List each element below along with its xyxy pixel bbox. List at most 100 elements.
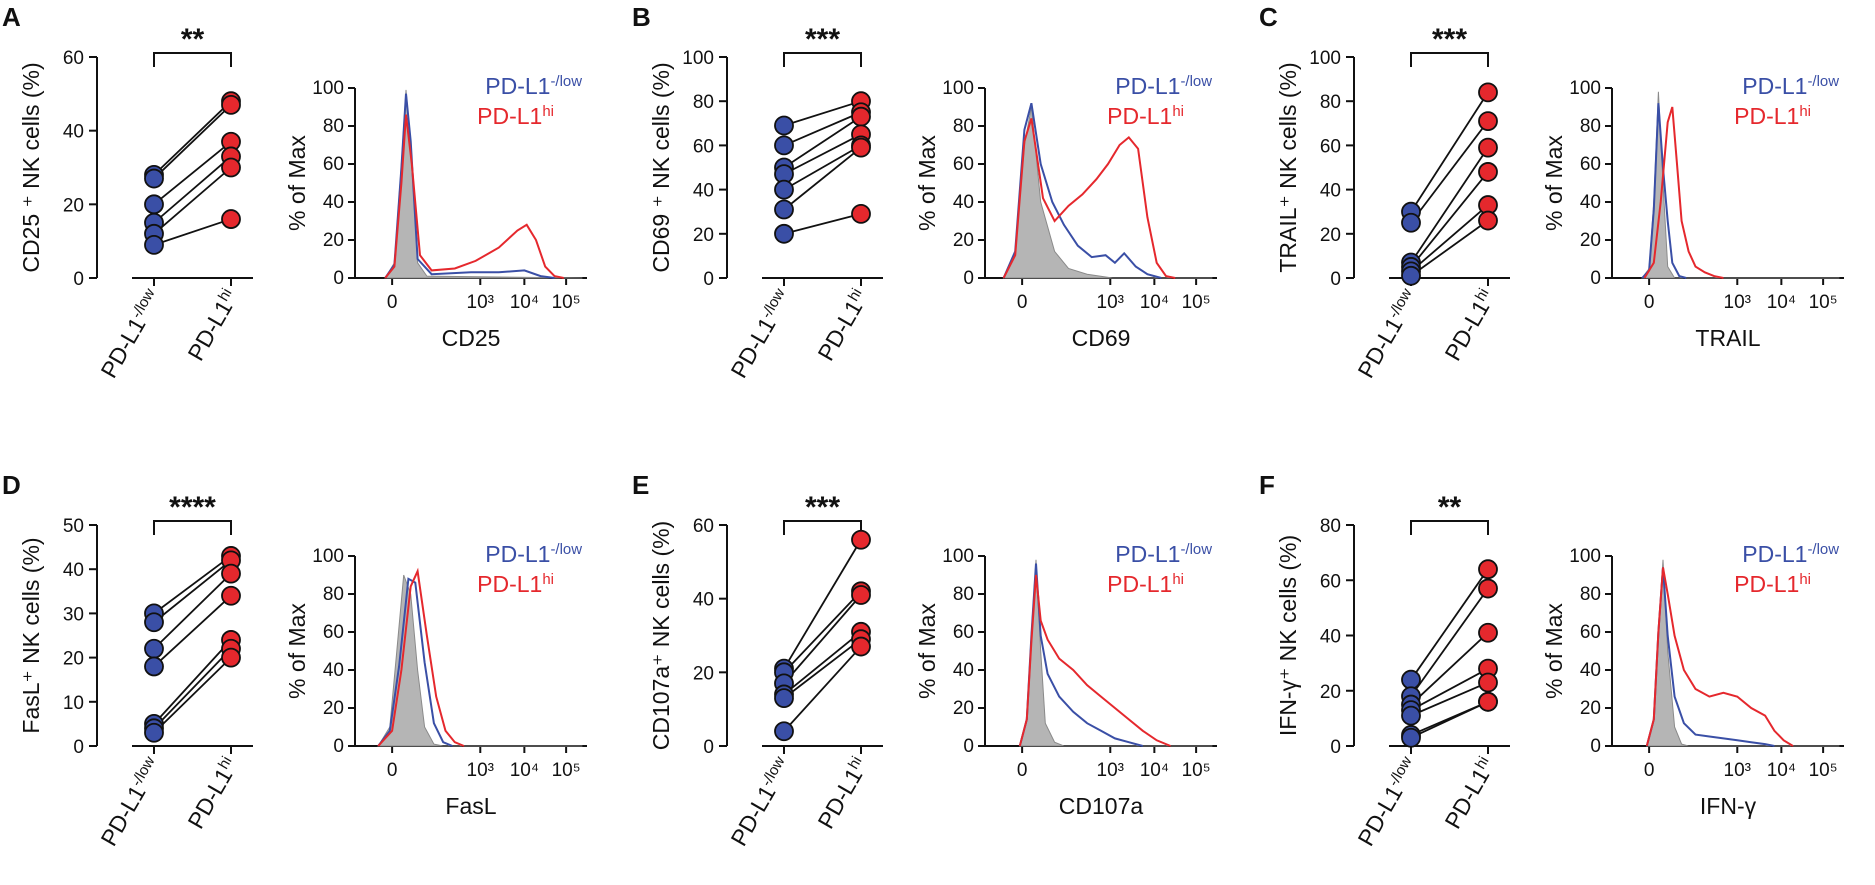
- y-tick-label: 0: [1330, 737, 1341, 758]
- point-high: [221, 157, 241, 178]
- y-tick-label: 80: [953, 116, 974, 137]
- significance-stars: ****: [169, 491, 216, 524]
- y-tick-label: 60: [323, 154, 344, 175]
- y-tick-label: 100: [1569, 546, 1601, 567]
- category-label-low: PD-L1-/low: [1352, 285, 1423, 382]
- x-tick-label: 10⁴: [510, 292, 539, 313]
- y-tick-label: 60: [1320, 571, 1341, 592]
- y-tick-label: 40: [1320, 627, 1341, 648]
- point-low: [774, 688, 794, 709]
- point-low: [774, 721, 794, 742]
- y-tick-label: 40: [323, 660, 344, 681]
- legend-entry-high: PD-L1hi: [477, 103, 554, 130]
- dot-plot-d: 0 10 20 30 40 50 FasL⁺ NK cells (%) PD-L1-/low P…: [18, 491, 253, 850]
- y-tick-label: 60: [953, 154, 974, 175]
- x-axis-label: IFN-γ: [1700, 793, 1757, 819]
- y-tick-label: 80: [323, 116, 344, 137]
- pair-line: [153, 559, 232, 623]
- y-tick-label: 40: [953, 192, 974, 213]
- x-tick-label: 0: [1644, 292, 1655, 313]
- y-tick-label: 20: [953, 698, 974, 719]
- y-axis-label: FasL⁺ NK cells (%): [18, 537, 44, 733]
- pair-line: [783, 594, 862, 684]
- pair-line: [1410, 588, 1489, 697]
- y-tick-label: 20: [63, 649, 84, 670]
- y-axis-label: TRAIL⁺ NK cells (%): [1275, 62, 1301, 272]
- x-tick-label: 10³: [1724, 760, 1751, 781]
- y-tick-label: 40: [693, 181, 714, 202]
- x-tick-label: 0: [387, 760, 398, 781]
- x-tick-label: 10³: [1097, 760, 1124, 781]
- category-label-low: PD-L1-/low: [95, 285, 166, 382]
- point-low: [774, 199, 794, 220]
- y-tick-label: 60: [693, 136, 714, 157]
- category-label-high: PD-L1hi: [812, 753, 873, 833]
- pair-line: [1410, 120, 1489, 224]
- pair-line: [783, 115, 862, 169]
- histogram-b: 0 20 40 60 80 100 % of Max 0 10³ 10⁴ 10⁵ CD69 PD-L1-…: [914, 73, 1217, 351]
- pair-line: [783, 146, 862, 211]
- pair-line: [1410, 632, 1489, 706]
- pair-line: [153, 555, 232, 615]
- y-tick-label: 0: [333, 736, 344, 757]
- point-high: [1478, 622, 1498, 643]
- y-tick-label: 40: [63, 122, 84, 143]
- point-low: [144, 194, 164, 215]
- pair-line: [783, 100, 862, 127]
- y-axis-label: % of Max: [284, 603, 310, 699]
- y-tick-label: 20: [953, 230, 974, 251]
- pair-line: [153, 595, 232, 668]
- point-high: [1478, 578, 1498, 599]
- y-tick-label: 40: [1580, 192, 1601, 213]
- x-axis-label: CD69: [1072, 325, 1131, 351]
- series-high-line: [377, 567, 465, 747]
- series-high-line: [1643, 106, 1724, 279]
- pair-line: [1410, 219, 1489, 277]
- x-tick-label: 10⁵: [1809, 292, 1838, 313]
- significance-bracket: [1410, 52, 1489, 67]
- point-low: [1401, 705, 1421, 726]
- y-tick-label: 60: [693, 516, 714, 537]
- panel-letter-f: F: [1259, 470, 1275, 500]
- y-tick-label: 100: [942, 78, 974, 99]
- point-high: [221, 94, 241, 115]
- pair-line: [1410, 91, 1489, 213]
- x-tick-label: 0: [1644, 760, 1655, 781]
- significance-bracket: [1410, 520, 1489, 535]
- y-tick-label: 40: [1320, 181, 1341, 202]
- y-tick-label: 100: [942, 546, 974, 567]
- significance-stars: **: [1438, 491, 1462, 524]
- dot-plot-c: 0 20 40 60 80 100 TRAIL⁺ NK cells (%) PD-L1-/lo…: [1275, 23, 1510, 382]
- y-tick-label: 80: [323, 584, 344, 605]
- x-tick-label: 10⁵: [1809, 760, 1838, 781]
- y-tick-label: 80: [1320, 92, 1341, 113]
- dot-plot-b: 0 20 40 60 80 100 CD69 ⁺ NK cells (%) PD-L1-/lo…: [648, 23, 883, 382]
- pair-line: [153, 656, 232, 734]
- pair-line: [153, 572, 232, 650]
- x-tick-label: 0: [1017, 292, 1028, 313]
- legend-entry-high: PD-L1hi: [477, 571, 554, 598]
- y-tick-label: 0: [1330, 269, 1341, 290]
- pair-line: [783, 213, 862, 235]
- pair-line: [783, 133, 862, 175]
- pair-line: [153, 648, 232, 729]
- pair-line: [1410, 700, 1489, 739]
- legend-entry-high: PD-L1hi: [1734, 103, 1811, 130]
- point-high: [221, 585, 241, 606]
- y-tick-label: 60: [953, 622, 974, 643]
- point-low: [1401, 265, 1421, 286]
- y-tick-label: 40: [693, 590, 714, 611]
- point-low: [1401, 212, 1421, 233]
- y-tick-label: 60: [63, 48, 84, 69]
- y-tick-label: 60: [1320, 136, 1341, 157]
- point-high: [1478, 82, 1498, 103]
- x-axis-label: CD107a: [1059, 793, 1144, 819]
- point-high: [221, 647, 241, 668]
- histogram-e: 0 20 40 60 80 100 % of Max 0 10³ 10⁴ 10⁵ CD107a PD-L…: [914, 541, 1217, 819]
- y-tick-label: 40: [953, 660, 974, 681]
- pair-line: [783, 111, 862, 147]
- x-tick-label: 10⁴: [1140, 760, 1169, 781]
- significance-bracket: [783, 52, 862, 67]
- x-tick-label: 0: [387, 292, 398, 313]
- category-label-high: PD-L1hi: [1439, 753, 1500, 833]
